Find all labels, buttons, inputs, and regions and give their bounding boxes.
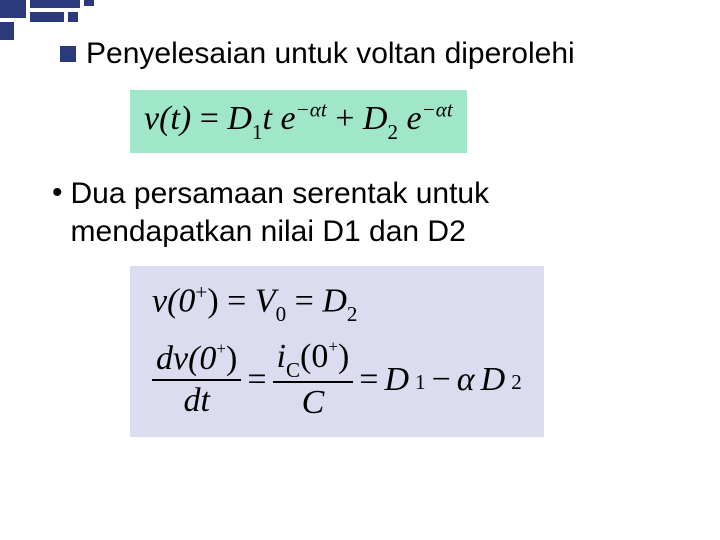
equation-main: v(t) = D1t e−αt + D2 e−αt: [130, 90, 467, 153]
equation-main-content: v(t) = D1t e−αt + D2 e−αt: [144, 100, 453, 137]
dot-bullet-icon: •: [52, 175, 63, 211]
accent-block: [30, 0, 80, 8]
slide-body: Penyelesaian untuk voltan diperolehi v(t…: [0, 0, 720, 479]
accent-block: [30, 12, 64, 22]
fraction-left: dv(0+) dt: [152, 341, 241, 418]
accent-block: [0, 22, 14, 40]
corner-accent: [0, 0, 120, 40]
bullet-2-text: Dua persamaan serentak untuk mendapatkan…: [71, 175, 678, 250]
accent-block: [84, 0, 94, 6]
accent-block: [68, 12, 78, 22]
square-bullet-icon: [60, 46, 76, 62]
bullet-1: Penyelesaian untuk voltan diperolehi: [60, 36, 678, 72]
fraction-right: iC(0+) C: [273, 339, 354, 421]
bullet-2: • Dua persamaan serentak untuk mendapatk…: [52, 175, 678, 250]
accent-block: [0, 0, 26, 18]
equation-initial-conditions: v(0+) = V0 = D2 dv(0+) dt = iC(0+): [130, 266, 544, 437]
equation-ic-line2: dv(0+) dt = iC(0+) C = D1 − αD2: [152, 339, 522, 421]
equation-ic-line1: v(0+) = V0 = D2: [152, 280, 522, 325]
bullet-1-text: Penyelesaian untuk voltan diperolehi: [86, 36, 575, 72]
